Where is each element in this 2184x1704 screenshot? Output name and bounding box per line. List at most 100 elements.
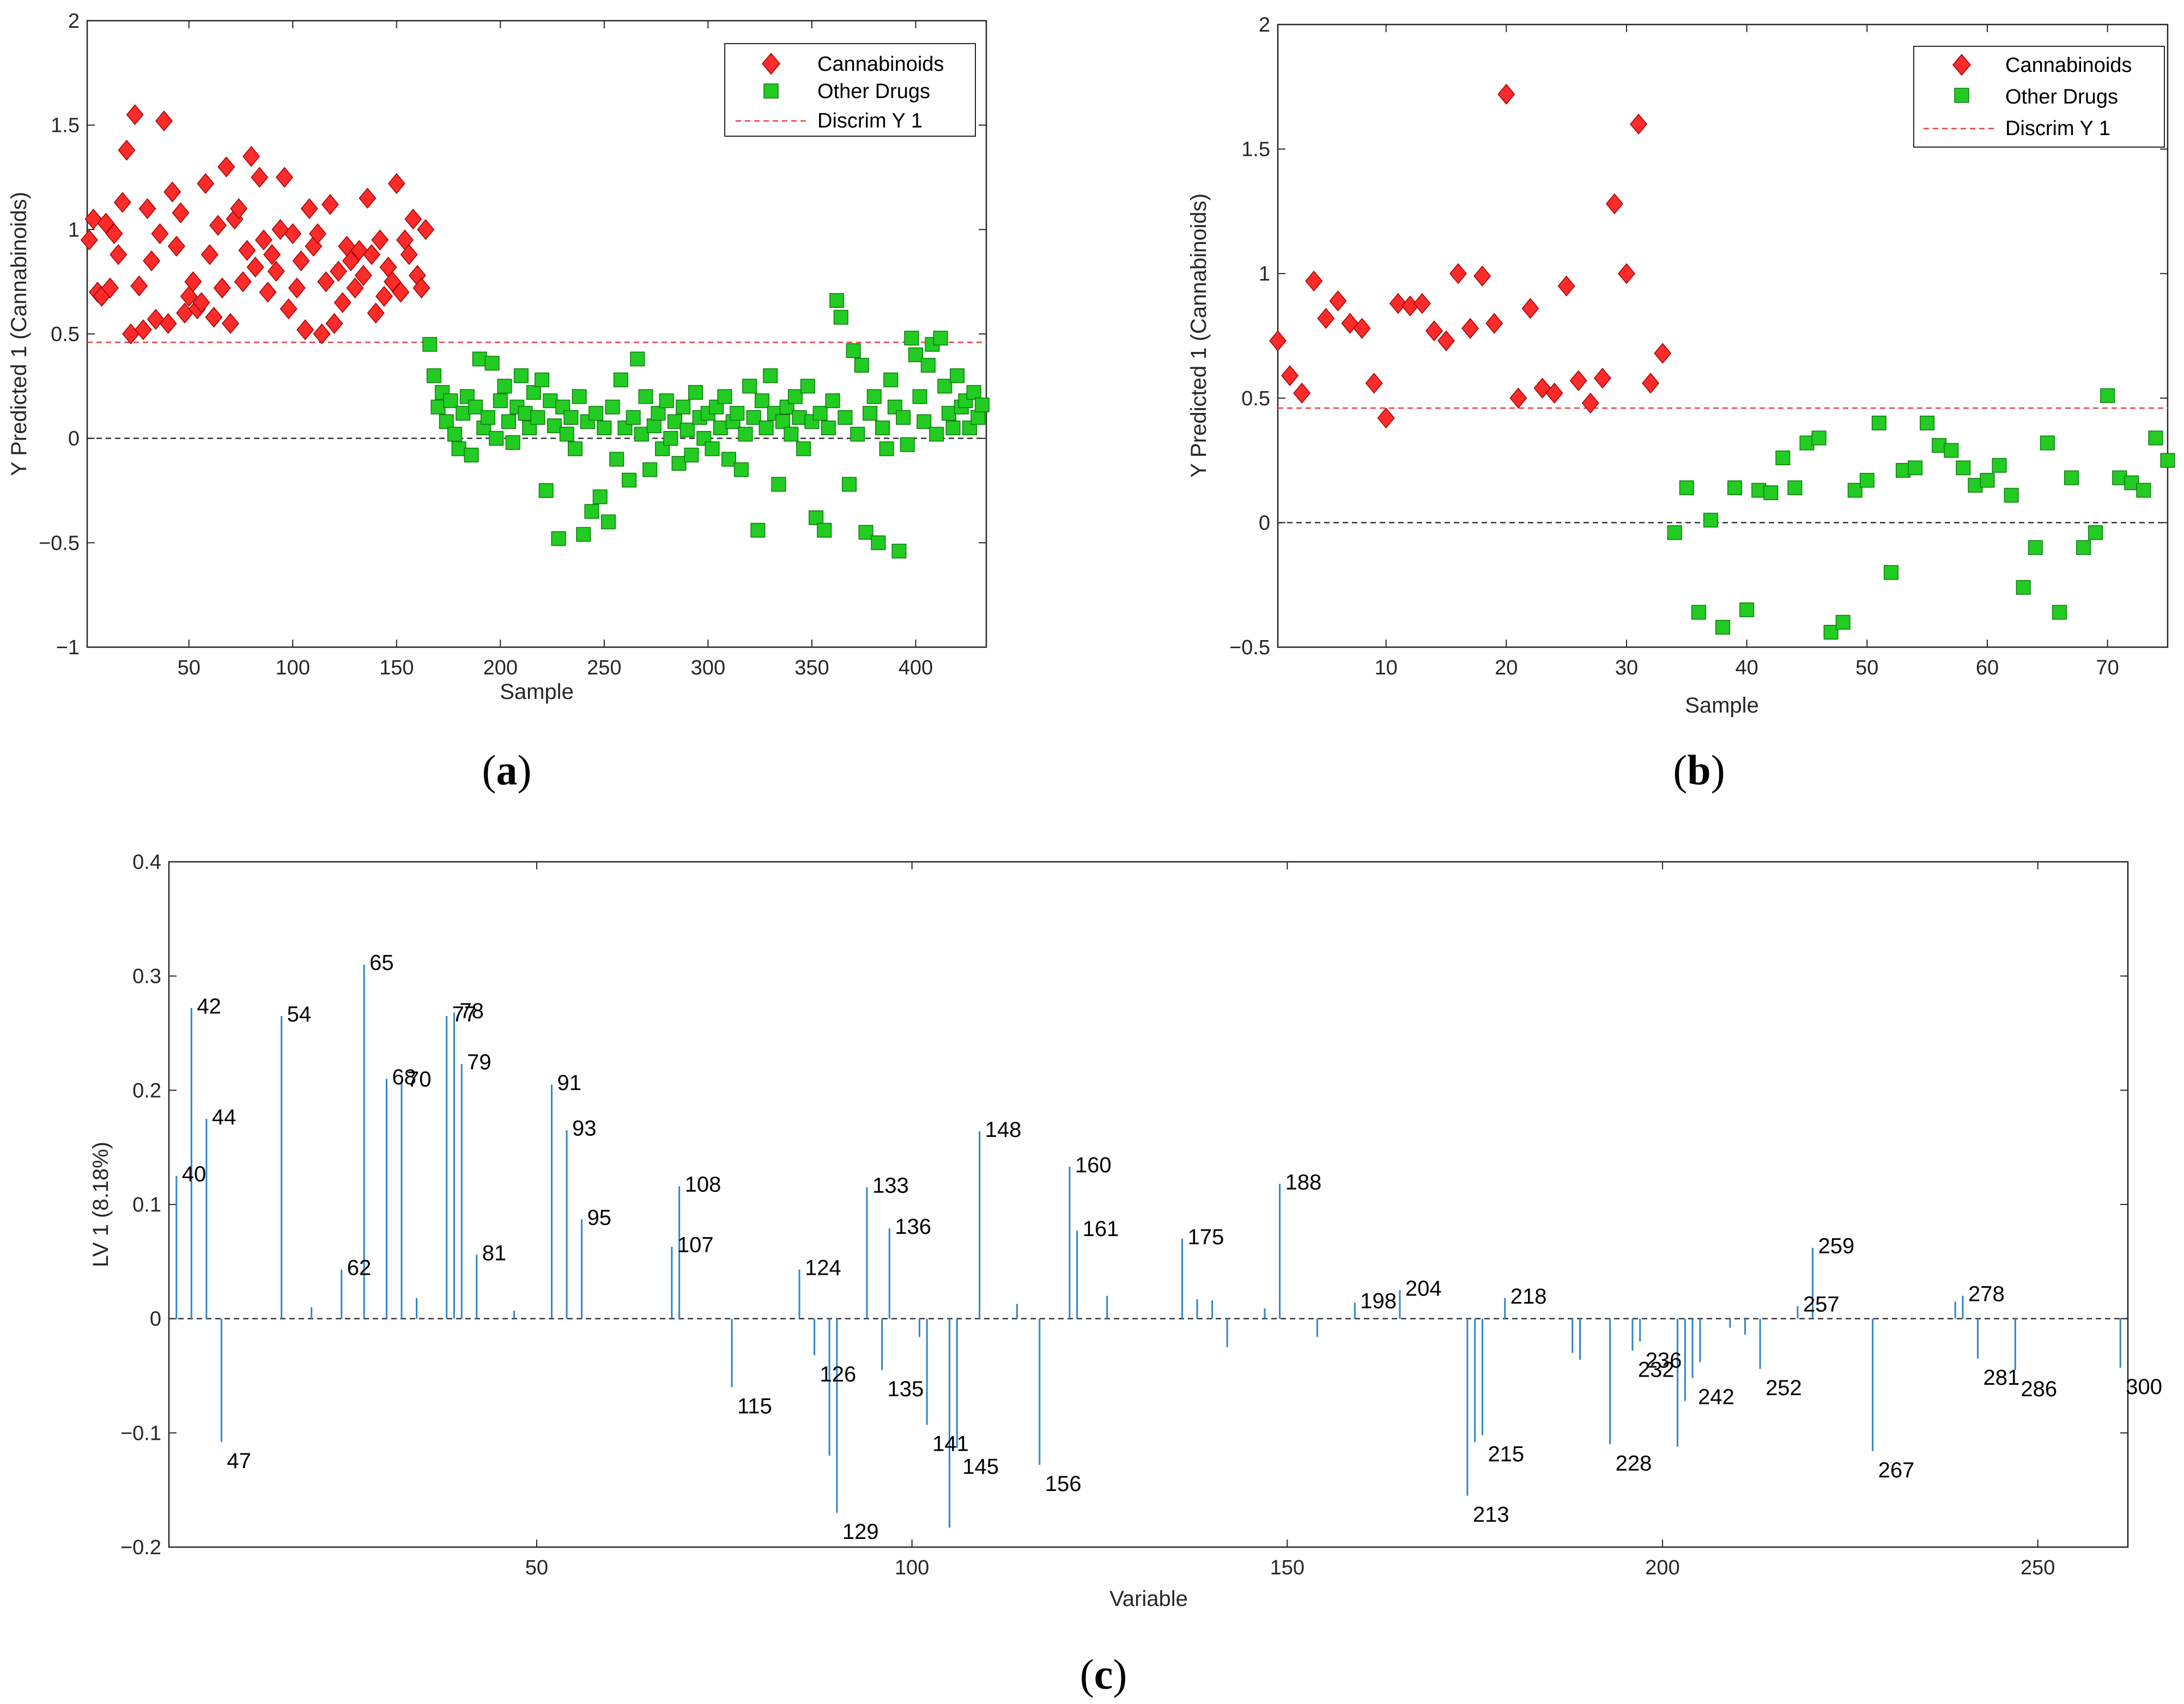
cannabinoid-point	[267, 260, 285, 282]
other-drug-point	[738, 427, 753, 442]
cannabinoid-point	[1581, 392, 1599, 414]
other-drug-point	[576, 527, 591, 542]
other-drug-point	[1799, 435, 1815, 451]
cannabinoid-point	[404, 208, 422, 230]
cannabinoid-point	[97, 212, 115, 234]
other-drug-point	[2040, 435, 2055, 451]
cannabinoid-point	[263, 244, 281, 265]
other-drug-point	[829, 293, 845, 308]
other-drug-point	[1871, 416, 1886, 431]
cannabinoid-point	[300, 198, 318, 220]
other-drug-point	[609, 452, 624, 467]
panel-b-legend-square-icon	[1954, 88, 1969, 103]
cannabinoid-point	[354, 265, 372, 286]
other-drug-point	[2160, 453, 2175, 468]
cannabinoid-point	[259, 282, 277, 303]
x-tick-label: 250	[2021, 1556, 2055, 1579]
other-drug-point	[1944, 443, 1959, 458]
cannabinoid-point	[147, 308, 165, 330]
cannabinoid-point	[205, 307, 223, 328]
other-drug-point	[854, 358, 869, 373]
other-drug-point	[1703, 513, 1718, 528]
cannabinoid-point	[251, 167, 269, 188]
stem-variable-label: 133	[872, 1174, 909, 1198]
other-drug-point	[584, 504, 599, 519]
panel-a-xlabel: Sample	[500, 680, 574, 704]
other-drug-point	[696, 431, 712, 446]
cannabinoid-point	[1353, 318, 1371, 339]
other-drug-point	[605, 399, 620, 415]
cannabinoid-point	[375, 285, 393, 307]
other-drug-point	[950, 368, 965, 384]
cannabinoid-point	[350, 240, 368, 261]
other-drug-point	[2100, 388, 2115, 403]
other-drug-point	[754, 393, 769, 409]
other-drug-point	[896, 410, 911, 425]
other-drug-point	[472, 351, 487, 367]
cannabinoid-point	[363, 244, 381, 265]
cannabinoid-point	[296, 319, 314, 340]
y-tick-label: 0	[68, 428, 80, 451]
cannabinoid-point	[417, 219, 435, 240]
cannabinoid-point	[110, 244, 128, 265]
cannabinoid-point	[217, 156, 235, 178]
other-drug-point	[464, 447, 479, 462]
other-drug-point	[592, 489, 608, 504]
stem-variable-label: 259	[1818, 1234, 1854, 1258]
other-drug-point	[663, 431, 678, 446]
panel-c-label: (c)	[1080, 1651, 1127, 1698]
x-tick-label: 150	[1270, 1556, 1305, 1579]
other-drug-point	[572, 389, 587, 404]
other-drug-point	[489, 431, 504, 446]
y-tick-label: 1	[1259, 263, 1270, 285]
other-drug-point	[742, 379, 757, 394]
cannabinoid-point	[201, 244, 219, 265]
cannabinoid-point	[1341, 313, 1359, 334]
cannabinoid-point	[342, 250, 360, 272]
cannabinoid-point	[1269, 330, 1287, 351]
other-drug-point	[1859, 473, 1874, 488]
cannabinoid-point	[271, 219, 289, 240]
panel-a-legend-diamond-icon	[762, 52, 780, 75]
stem-variable-label: 252	[1766, 1376, 1802, 1400]
cannabinoid-point	[292, 250, 310, 272]
other-drug-point	[800, 379, 815, 394]
other-drug-point	[1787, 480, 1803, 495]
cannabinoid-point	[1569, 370, 1587, 391]
stem-variable-label: 278	[1968, 1282, 2005, 1306]
cannabinoid-point	[80, 229, 98, 251]
stem-variable-label: 161	[1083, 1217, 1119, 1241]
y-tick-label: −0.5	[39, 532, 80, 555]
cannabinoid-point	[1605, 193, 1623, 215]
other-drug-point	[513, 368, 529, 384]
stem-variable-label: 228	[1616, 1451, 1652, 1475]
other-drug-point	[468, 399, 483, 415]
other-drug-point	[597, 421, 612, 435]
cannabinoid-point	[1654, 343, 1672, 364]
cannabinoid-point	[387, 173, 405, 194]
other-drug-point	[763, 368, 778, 384]
other-drug-point	[812, 406, 828, 421]
other-drug-point	[866, 389, 882, 404]
cannabinoid-point	[197, 173, 215, 194]
other-drug-point	[2124, 475, 2139, 490]
cannabinoid-point	[1389, 293, 1407, 314]
stem-variable-label: 54	[287, 1002, 312, 1026]
other-drug-point	[1920, 416, 1935, 431]
other-drug-point	[667, 414, 682, 429]
x-tick-label: 300	[691, 656, 725, 679]
other-drug-point	[929, 427, 944, 442]
y-tick-label: 1.5	[1241, 138, 1270, 161]
other-drug-point	[567, 441, 583, 457]
cannabinoid-point	[238, 240, 256, 261]
cannabinoid-point	[159, 313, 177, 334]
other-drug-point	[559, 427, 574, 442]
stem-variable-label: 79	[467, 1050, 492, 1074]
cannabinoid-point	[317, 271, 335, 293]
cannabinoid-point	[367, 302, 385, 324]
panel-c-ylabel: LV 1 (8.18%)	[89, 1142, 113, 1268]
cannabinoid-point	[1449, 263, 1467, 284]
x-tick-label: 10	[1374, 656, 1397, 679]
other-drug-point	[933, 331, 948, 346]
other-drug-point	[841, 477, 857, 492]
